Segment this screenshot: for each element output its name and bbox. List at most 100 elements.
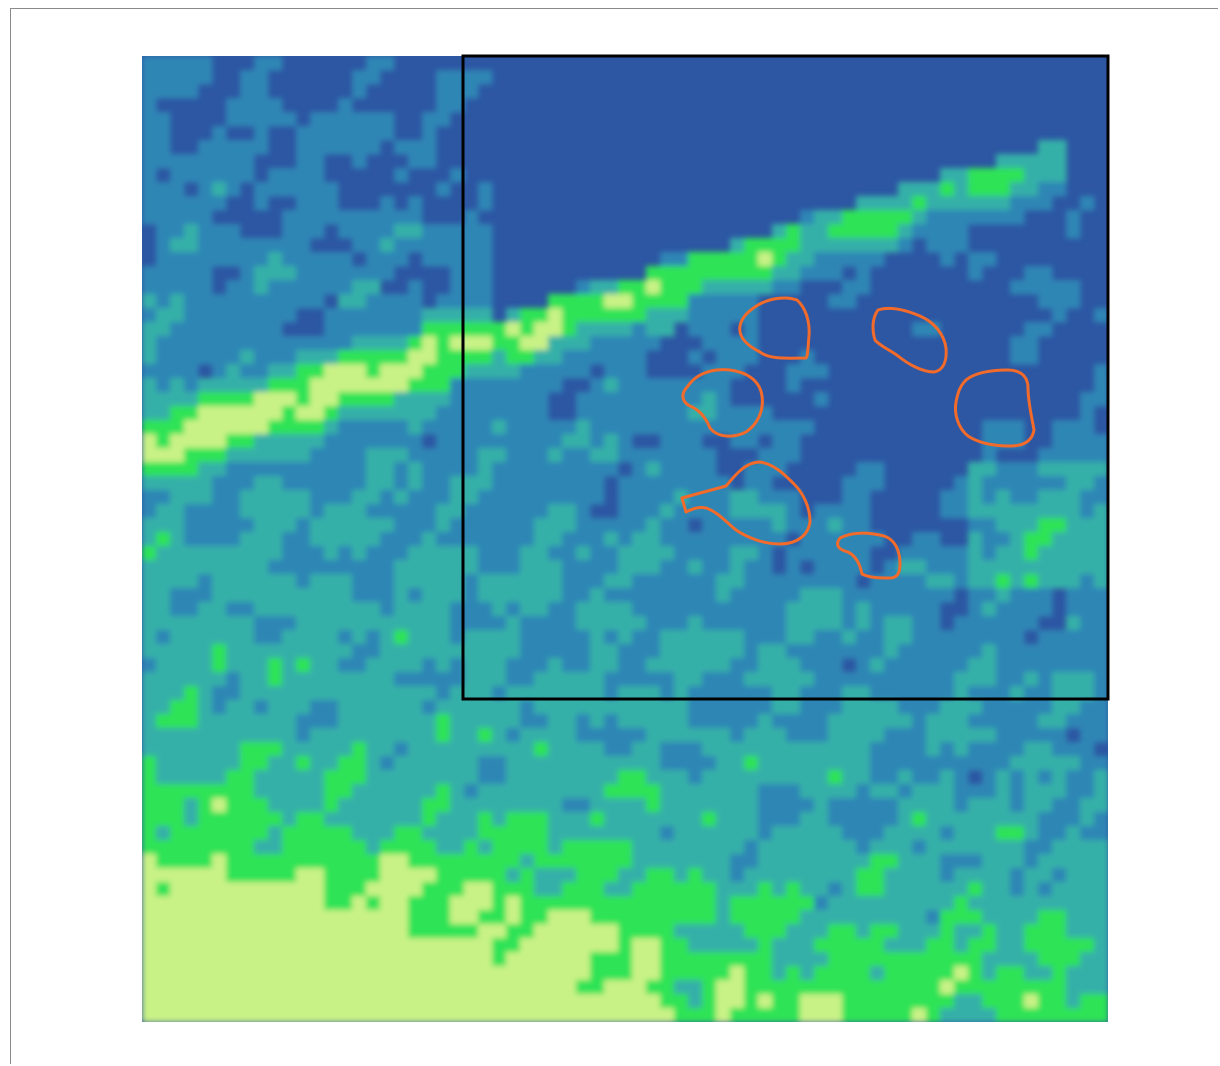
raster-cell <box>282 434 297 449</box>
raster-cell <box>982 490 997 505</box>
raster-cell <box>632 854 647 869</box>
raster-cell <box>604 742 619 757</box>
raster-cell <box>380 840 395 855</box>
raster-cell <box>534 504 549 519</box>
raster-cell <box>464 980 479 995</box>
raster-cell <box>1080 574 1095 589</box>
raster-cell <box>268 630 283 645</box>
raster-cell <box>604 588 619 603</box>
raster-cell <box>436 546 451 561</box>
raster-cell <box>506 868 521 883</box>
raster-cell <box>534 574 549 589</box>
raster-cell <box>954 812 969 827</box>
raster-cell <box>142 378 157 393</box>
raster-cell <box>618 294 633 309</box>
raster-cell <box>562 700 577 715</box>
raster-cell <box>968 728 983 743</box>
raster-cell <box>436 616 451 631</box>
raster-cell <box>268 168 283 183</box>
raster-cell <box>422 476 437 491</box>
raster-cell <box>758 728 773 743</box>
raster-cell <box>772 588 787 603</box>
raster-cell <box>156 798 171 813</box>
raster-cell <box>562 462 577 477</box>
raster-cell <box>632 350 647 365</box>
raster-cell <box>1024 490 1039 505</box>
raster-cell <box>170 854 185 869</box>
raster-cell <box>646 812 661 827</box>
raster-cell <box>982 420 997 435</box>
raster-cell <box>394 350 409 365</box>
raster-cell <box>870 798 885 813</box>
raster-cell <box>758 798 773 813</box>
raster-cell <box>478 294 493 309</box>
raster-cell <box>954 616 969 631</box>
raster-cell <box>408 378 423 393</box>
raster-cell <box>954 742 969 757</box>
raster-cell <box>170 308 185 323</box>
raster-cell <box>506 644 521 659</box>
raster-cell <box>464 532 479 547</box>
raster-cell <box>996 840 1011 855</box>
raster-cell <box>212 686 227 701</box>
raster-cell <box>422 630 437 645</box>
raster-cell <box>268 434 283 449</box>
raster-cell <box>1094 490 1108 505</box>
raster-cell <box>296 266 311 281</box>
raster-cell <box>352 644 367 659</box>
raster-cell <box>646 742 661 757</box>
raster-cell <box>422 560 437 575</box>
raster-cell <box>450 98 465 113</box>
raster-cell <box>352 546 367 561</box>
raster-cell <box>828 966 843 981</box>
raster-cell <box>870 602 885 617</box>
raster-cell <box>268 882 283 897</box>
raster-cell <box>408 434 423 449</box>
raster-cell <box>254 476 269 491</box>
raster-cell <box>184 686 199 701</box>
raster-cell <box>366 826 381 841</box>
raster-cell <box>646 630 661 645</box>
raster-cell <box>1038 322 1053 337</box>
raster-cell <box>436 742 451 757</box>
raster-cell <box>142 784 157 799</box>
raster-cell <box>576 854 591 869</box>
raster-cell <box>212 378 227 393</box>
raster-cell <box>590 658 605 673</box>
raster-cell <box>170 392 185 407</box>
raster-cell <box>632 728 647 743</box>
raster-cell <box>394 770 409 785</box>
raster-cell <box>1080 826 1095 841</box>
raster-cell <box>450 224 465 239</box>
raster-cell <box>954 700 969 715</box>
raster-cell <box>450 602 465 617</box>
raster-cell <box>436 840 451 855</box>
raster-cell <box>660 840 675 855</box>
raster-cell <box>450 938 465 953</box>
raster-cell <box>394 728 409 743</box>
raster-cell <box>422 602 437 617</box>
raster-cell <box>562 994 577 1009</box>
raster-cell <box>548 448 563 463</box>
raster-cell <box>674 434 689 449</box>
raster-cell <box>352 490 367 505</box>
raster-cell <box>366 112 381 127</box>
raster-cell <box>786 448 801 463</box>
raster-cell <box>520 854 535 869</box>
raster-cell <box>856 868 871 883</box>
raster-cell <box>940 210 955 225</box>
raster-cell <box>1080 868 1095 883</box>
raster-cell <box>254 504 269 519</box>
raster-cell <box>296 966 311 981</box>
raster-cell <box>422 154 437 169</box>
raster-cell <box>912 826 927 841</box>
raster-cell <box>170 882 185 897</box>
raster-cell <box>478 994 493 1009</box>
raster-cell <box>240 308 255 323</box>
raster-cell <box>310 728 325 743</box>
raster-cell <box>786 546 801 561</box>
raster-cell <box>898 994 913 1009</box>
raster-cell <box>604 560 619 575</box>
raster-cell <box>184 714 199 729</box>
raster-cell <box>604 798 619 813</box>
